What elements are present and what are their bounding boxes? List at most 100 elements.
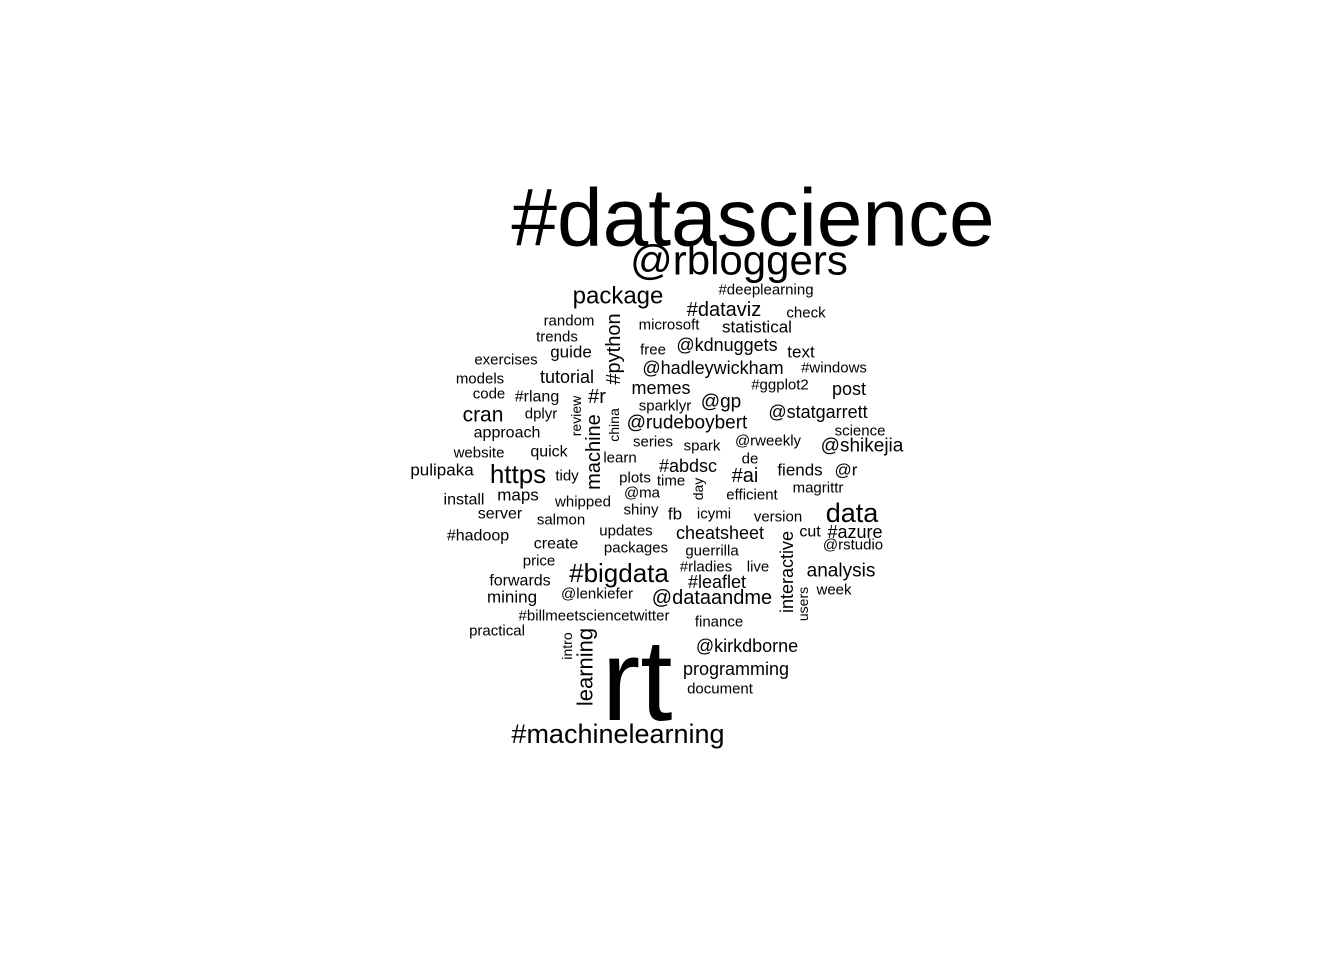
word-rudeboybert: @rudeboybert xyxy=(627,413,748,434)
word-learn: learn xyxy=(603,450,636,467)
word-rlang: #rlang xyxy=(515,389,559,406)
word-check: check xyxy=(786,305,826,322)
word-icymi: icymi xyxy=(697,506,731,523)
word-python: #python xyxy=(603,313,625,384)
word-microsoft: microsoft xyxy=(639,317,701,334)
word-rweekly: @rweekly xyxy=(735,433,802,450)
word-exercises: exercises xyxy=(474,352,537,369)
word-hadleywickham: @hadleywickham xyxy=(642,358,783,378)
word-shiny: shiny xyxy=(623,502,659,519)
word-shikejia: @shikejia xyxy=(821,436,904,457)
word-intro: intro xyxy=(559,632,575,659)
word-guerrilla: guerrilla xyxy=(685,543,739,560)
word-text: text xyxy=(787,343,815,362)
word-statgarrett: @statgarrett xyxy=(768,402,867,422)
word-machine: machine xyxy=(583,414,605,490)
word-r: @r xyxy=(835,461,858,480)
word-maps: maps xyxy=(497,486,539,505)
word-models: models xyxy=(456,371,504,388)
word-server: server xyxy=(478,506,523,523)
word-cheatsheet: cheatsheet xyxy=(676,523,764,543)
word-install: install xyxy=(444,492,485,509)
word-week: week xyxy=(815,582,852,599)
word-science: science xyxy=(835,423,886,440)
word-bigdata: #bigdata xyxy=(569,558,669,588)
word-efficient: efficient xyxy=(726,487,778,504)
word-pulipaka: pulipaka xyxy=(410,461,474,480)
word-users: users xyxy=(795,587,811,621)
word-salmon: salmon xyxy=(537,512,585,529)
word-hadoop: #hadoop xyxy=(447,528,509,545)
word-programming: programming xyxy=(683,659,789,679)
word-updates: updates xyxy=(599,523,652,540)
word-live: live xyxy=(747,559,770,576)
word-packages: packages xyxy=(604,540,668,557)
word-azure: #azure xyxy=(827,522,882,542)
word-de: de xyxy=(742,451,759,468)
word-version: version xyxy=(754,509,802,526)
word-billmeetsciencetwitter: #billmeetsciencetwitter xyxy=(519,608,670,625)
word-post: post xyxy=(832,379,866,399)
word-datascience: #datascience xyxy=(511,173,994,264)
word-deeplearning: #deeplearning xyxy=(718,282,813,299)
word-dataviz: #dataviz xyxy=(687,299,762,321)
word-price: price xyxy=(523,553,556,570)
word-ma: @ma xyxy=(624,485,661,502)
word-document: document xyxy=(687,681,754,698)
word-machinelearning: #machinelearning xyxy=(511,719,724,749)
word-kirkdborne: @kirkdborne xyxy=(696,636,798,656)
word-analysis: analysis xyxy=(807,561,876,582)
word-approach: approach xyxy=(474,425,541,442)
word-cran: cran xyxy=(463,404,504,427)
word-r: #r xyxy=(588,386,606,408)
word-rbloggers: @rbloggers xyxy=(630,237,848,284)
word-fiends: fiends xyxy=(777,461,822,480)
word-create: create xyxy=(534,536,579,553)
word-website: website xyxy=(453,445,505,462)
word-mining: mining xyxy=(487,588,537,607)
word-ggplot2: #ggplot2 xyxy=(751,377,809,394)
word-cut: cut xyxy=(799,524,821,541)
word-data: data xyxy=(826,498,880,528)
word-gp: @gp xyxy=(701,392,741,413)
word-rt: rt xyxy=(602,615,673,745)
word-code: code xyxy=(473,386,506,403)
word-plots: plots xyxy=(619,470,651,487)
word-tutorial: tutorial xyxy=(540,367,594,387)
word-magrittr: magrittr xyxy=(793,480,844,497)
word-rladies: #rladies xyxy=(680,559,733,576)
word-guide: guide xyxy=(550,343,592,362)
word-leaflet: #leaflet xyxy=(688,572,746,592)
word-memes: memes xyxy=(631,378,690,398)
word-quick: quick xyxy=(530,444,568,461)
word-ai: #ai xyxy=(732,465,759,487)
word-china: china xyxy=(606,408,622,442)
word-https: https xyxy=(490,459,546,489)
word-time: time xyxy=(657,473,685,490)
word-dataandme: @dataandme xyxy=(652,587,772,609)
word-whipped: whipped xyxy=(554,494,611,511)
word-random: random xyxy=(544,313,595,330)
word-free: free xyxy=(640,342,666,359)
word-lenkiefer: @lenkiefer xyxy=(561,586,633,603)
word-series: series xyxy=(633,434,673,451)
word-rstudio: @rstudio xyxy=(823,537,883,554)
word-dplyr: dplyr xyxy=(525,406,558,423)
word-tidy: tidy xyxy=(555,468,579,485)
word-windows: #windows xyxy=(801,360,867,377)
word-interactive: interactive xyxy=(777,531,797,613)
word-learning: learning xyxy=(573,628,598,706)
word-kdnuggets: @kdnuggets xyxy=(676,335,777,355)
word-abdsc: #abdsc xyxy=(659,456,717,476)
word-finance: finance xyxy=(695,614,743,631)
word-spark: spark xyxy=(684,438,721,455)
word-trends: trends xyxy=(536,329,578,346)
word-forwards: forwards xyxy=(489,573,550,590)
word-review: review xyxy=(568,395,584,436)
word-fb: fb xyxy=(668,505,682,524)
word-day: day xyxy=(690,478,706,501)
word-cloud-words: #datascience@rbloggers rt#machinelearning… xyxy=(410,173,994,750)
word-statistical: statistical xyxy=(722,318,792,337)
